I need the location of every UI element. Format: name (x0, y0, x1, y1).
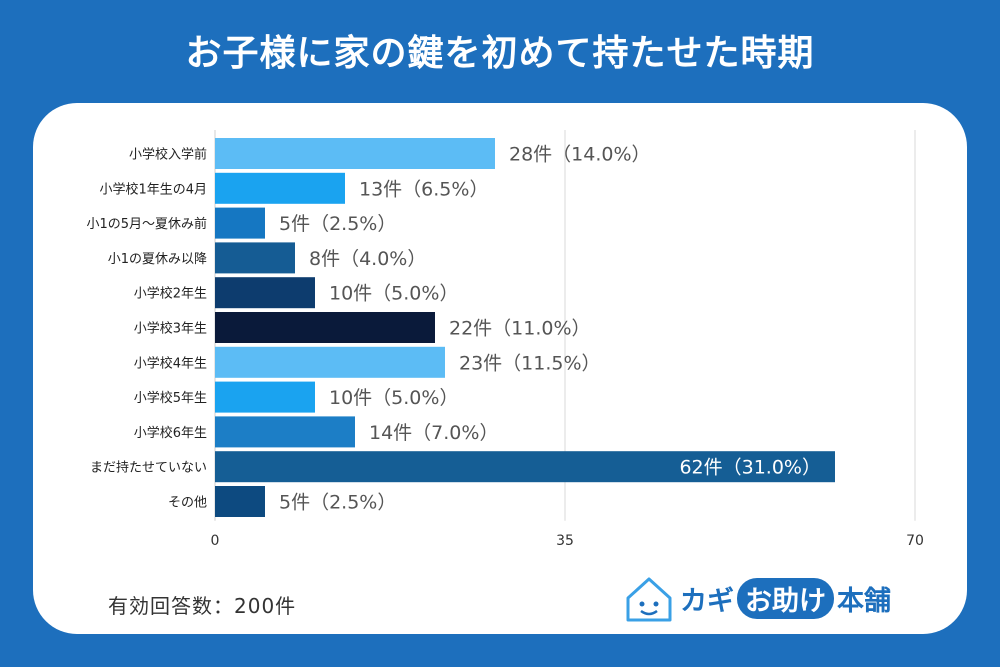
x-tick-label: 70 (906, 533, 924, 549)
category-label: 小学校2年生 (134, 286, 207, 302)
category-label: 小学校6年生 (134, 425, 207, 441)
category-label: 小1の夏休み以降 (108, 252, 207, 267)
category-label: 小1の5月～夏休み前 (86, 216, 207, 232)
logo-text-part3: 本舗 (837, 586, 891, 617)
value-label: 5件（2.5%） (279, 492, 396, 514)
brand-logo: カギ お助け 本舗 (622, 570, 922, 626)
bar (215, 242, 295, 274)
category-label: その他 (168, 496, 207, 511)
value-label: 5件（2.5%） (279, 213, 396, 235)
value-label: 10件（5.0%） (329, 387, 458, 409)
category-label: まだ持たせていない (90, 461, 207, 476)
category-label: 小学校1年生の4月 (99, 181, 207, 197)
house-logo-icon (626, 577, 672, 622)
logo-text: カギ お助け 本舗 (680, 578, 891, 619)
bar (215, 416, 355, 448)
value-label: 62件（31.0%） (679, 457, 821, 479)
value-label: 22件（11.0%） (449, 318, 591, 340)
category-label: 小学校3年生 (134, 321, 207, 337)
bar (215, 172, 345, 204)
chart-title: お子様に家の鍵を初めて持たせた時期 (185, 33, 815, 74)
logo-text-part1: カギ (680, 586, 734, 617)
logo-text-part2: お助け (737, 578, 834, 619)
category-label: 小学校4年生 (134, 355, 207, 371)
x-tick-label: 0 (211, 533, 220, 549)
value-label: 10件（5.0%） (329, 283, 458, 305)
total-responses: 有効回答数：200件 (108, 594, 297, 618)
bar-chart: 0 35 70 小学校入学前 28件（14.0%） 小学校1年生の4月 13件（6.5%） 小… (86, 130, 924, 549)
category-label: 小学校入学前 (129, 147, 207, 163)
category-label: 小学校5年生 (134, 390, 207, 406)
bar (215, 346, 445, 378)
value-label: 23件（11.5%） (459, 352, 601, 374)
bar (215, 277, 315, 309)
value-label: 28件（14.0%） (509, 144, 651, 166)
value-label: 13件（6.5%） (359, 178, 488, 200)
bar (215, 381, 315, 413)
value-label: 8件（4.0%） (309, 248, 426, 270)
bar (215, 451, 835, 483)
bar (215, 312, 435, 343)
bar (215, 138, 495, 169)
x-tick-label: 35 (556, 533, 574, 549)
bar (215, 486, 265, 517)
value-label: 14件（7.0%） (369, 422, 498, 444)
bar (215, 207, 265, 239)
chart-panel: 0 35 70 小学校入学前 28件（14.0%） 小学校1年生の4月 13件（6.5%） 小… (33, 103, 967, 634)
